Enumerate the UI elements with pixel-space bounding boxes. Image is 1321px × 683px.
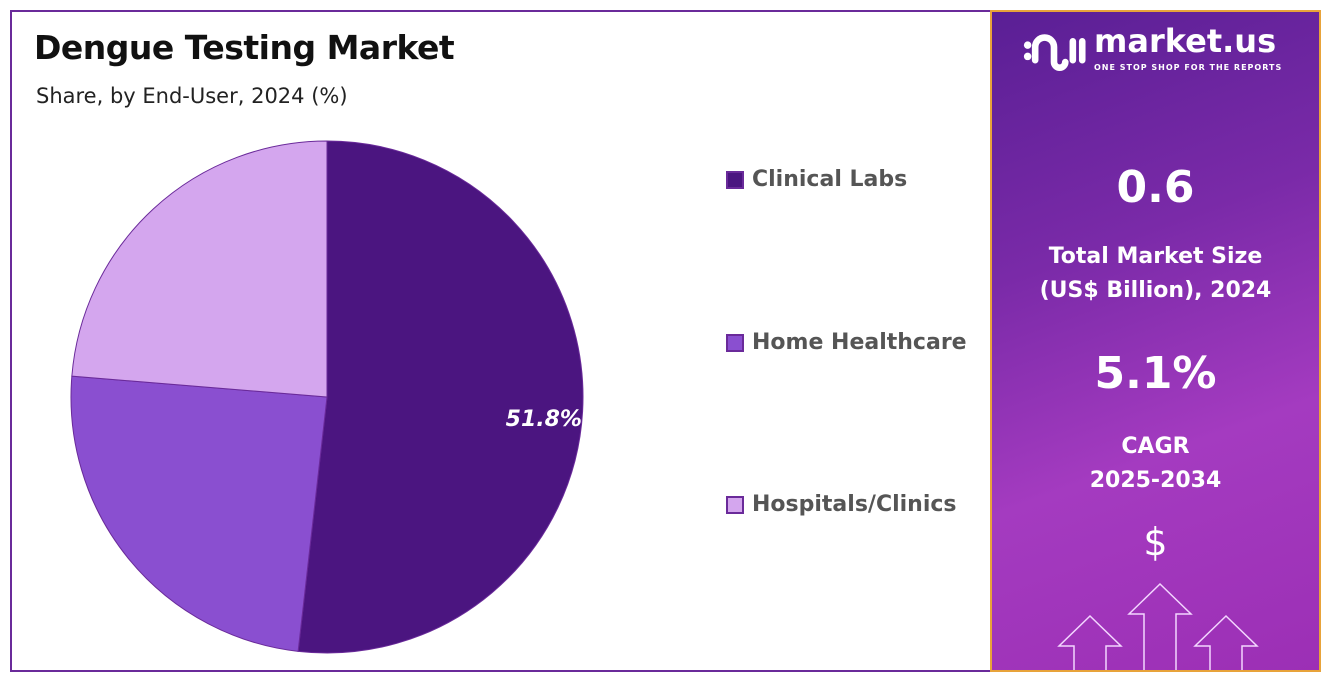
legend-label: Hospitals/Clinics — [752, 492, 957, 517]
legend-item-hospitals-clinics: Hospitals/Clinics — [726, 492, 957, 517]
logo-tagline: ONE STOP SHOP FOR THE REPORTS — [1094, 63, 1283, 72]
market-size-label-1: Total Market Size — [1048, 244, 1263, 269]
legend-label: Home Healthcare — [752, 330, 967, 355]
chart-title: Dengue Testing Market — [34, 28, 455, 67]
chart-frame — [10, 10, 991, 672]
market-us-logo: market.us ONE STOP SHOP FOR THE REPORTS — [1022, 22, 1282, 72]
cagr-label-2: 2025-2034 — [1089, 468, 1222, 493]
pie-slice-clinical-labs — [297, 140, 584, 654]
legend-label: Clinical Labs — [752, 167, 908, 192]
legend-swatch — [726, 495, 744, 514]
chart-subtitle: Share, by End-User, 2024 (%) — [36, 84, 348, 108]
logo-icon — [1023, 34, 1086, 71]
market-size-value: 0.6 — [1116, 162, 1195, 213]
dollar-icon: $ — [1143, 520, 1168, 564]
summary-panel: market.us ONE STOP SHOP FOR THE REPORTS … — [990, 10, 1321, 672]
legend-item-clinical-labs: Clinical Labs — [726, 167, 907, 192]
pie-chart: 51.8% — [70, 140, 584, 654]
pie-slice-home-healthcare — [70, 375, 328, 652]
legend-swatch — [726, 170, 744, 189]
growth-arrows-icon — [1057, 582, 1259, 670]
data-label: 51.8% — [506, 407, 582, 432]
cagr-label-1: CAGR — [1121, 434, 1190, 459]
logo-name: market.us — [1094, 22, 1277, 60]
legend-item-home-healthcare: Home Healthcare — [726, 330, 967, 355]
market-size-label-2: (US$ Billion), 2024 — [1039, 278, 1272, 303]
cagr-value: 5.1% — [1094, 348, 1217, 399]
legend-swatch — [726, 333, 744, 352]
pie-slice-hospitals-clinics — [71, 140, 328, 398]
